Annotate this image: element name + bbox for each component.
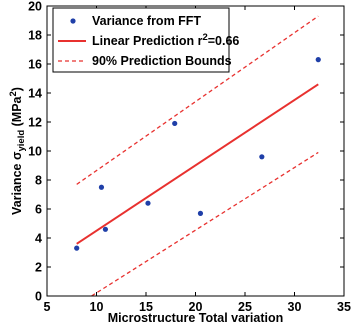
legend-marker-scatter	[70, 18, 76, 24]
scatter-point	[172, 120, 178, 127]
scatter-point	[315, 57, 321, 63]
y-tick-label: 4	[35, 232, 42, 246]
legend-linear-superscript: 2	[202, 32, 207, 43]
prediction-bound-line-2	[76, 15, 319, 185]
scatter-point	[74, 245, 80, 251]
y-tick-label: 8	[35, 174, 42, 188]
y-axis-label-superscript: 2	[8, 91, 19, 96]
data-layer	[74, 15, 321, 297]
y-tick-label: 12	[28, 116, 42, 130]
legend: Variance from FFT Linear Prediction r2=0…	[52, 7, 239, 73]
legend-linear-text: Linear Prediction r	[92, 34, 203, 48]
y-tick-label: 16	[28, 58, 42, 72]
y-tick-label: 0	[35, 290, 42, 304]
y-axis-label-unit-close: )	[10, 87, 24, 91]
y-tick-label: 2	[35, 261, 42, 275]
scatter-point	[145, 200, 151, 206]
tick-layer: 5 10 15 20 25 30 35 0 2 4 6 8 10 12 14 16 18 20	[28, 0, 351, 314]
y-tick-label: 18	[28, 29, 42, 43]
y-axis-label-prefix: Variance σ	[10, 151, 24, 215]
scatter-point	[197, 210, 204, 216]
scatter-point	[102, 226, 109, 232]
x-tick-label: 20	[189, 300, 203, 314]
linear-prediction-line	[76, 83, 319, 245]
prediction-bound-line-3	[91, 151, 319, 297]
legend-entry-linear: Linear Prediction r2=0.66	[92, 32, 239, 48]
scatter-point	[259, 154, 265, 160]
x-tick-label: 5	[44, 300, 51, 314]
legend-entry-scatter: Variance from FFT	[92, 14, 201, 28]
x-tick-label: 35	[337, 300, 351, 314]
x-tick-label: 30	[288, 300, 302, 314]
y-axis-label-unit-open: (MPa	[10, 95, 24, 129]
y-axis-label: Variance σyield (MPa2)	[8, 87, 27, 215]
x-tick-label: 10	[90, 300, 104, 314]
y-tick-label: 10	[28, 145, 42, 159]
scatter-point	[98, 184, 105, 190]
y-tick-label: 6	[35, 203, 42, 217]
y-tick-label: 20	[28, 0, 42, 14]
x-tick-label: 15	[139, 300, 153, 314]
y-tick-label: 14	[28, 87, 42, 101]
x-tick-label: 25	[238, 300, 252, 314]
legend-entry-bounds: 90% Prediction Bounds	[92, 54, 232, 68]
y-axis-label-subscript: yield	[16, 130, 27, 152]
x-axis-label: Microstructure Total variation	[108, 311, 284, 325]
legend-linear-value: =0.66	[208, 34, 240, 48]
